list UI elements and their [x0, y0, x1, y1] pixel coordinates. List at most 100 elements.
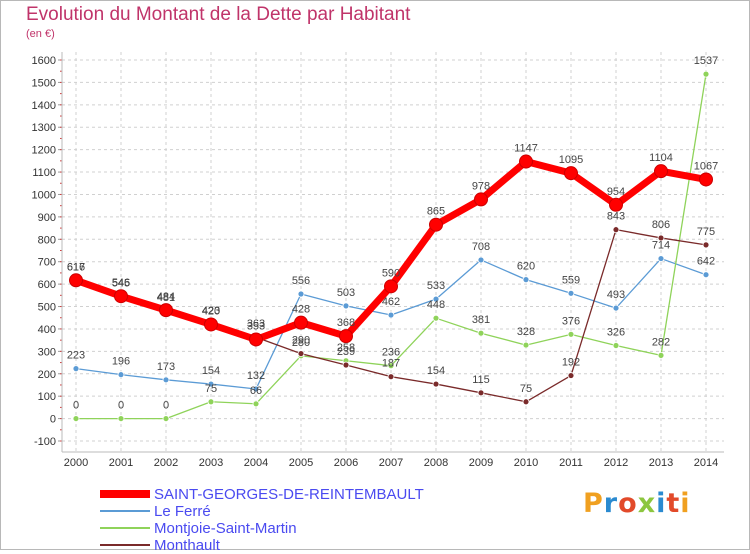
y-tick-label: -100: [34, 436, 56, 448]
data-label-2: 282: [652, 336, 670, 348]
logo-letter: x: [637, 488, 657, 519]
chart-axes: -100010020030040050060070080090010001100…: [32, 52, 724, 469]
data-point-0: [249, 332, 263, 347]
data-label-2: 328: [517, 326, 535, 338]
data-point-2: [612, 342, 620, 349]
data-point-3: [477, 389, 485, 397]
x-tick-label: 2002: [154, 457, 178, 469]
data-label-1: 173: [157, 361, 175, 373]
data-point-1: [387, 311, 395, 319]
data-label-1: 714: [652, 240, 670, 252]
data-point-1: [252, 385, 260, 393]
x-tick-label: 2004: [244, 457, 268, 469]
chart-series: [69, 70, 713, 422]
data-label-1: 223: [67, 350, 85, 362]
y-tick-label: 0: [50, 414, 56, 426]
x-tick-label: 2000: [64, 457, 88, 469]
legend-label: Le Ferré: [154, 503, 211, 520]
data-point-0: [429, 217, 443, 232]
data-label-3: 290: [292, 335, 310, 347]
data-point-0: [114, 289, 128, 304]
data-point-0: [654, 164, 668, 179]
data-label-3: 187: [382, 358, 400, 370]
x-tick-label: 2013: [649, 457, 673, 469]
x-tick-label: 2003: [199, 457, 223, 469]
y-tick-label: 300: [38, 346, 56, 358]
chart-grid: [62, 52, 724, 452]
data-label-1: 559: [562, 274, 580, 286]
y-tick-label: 800: [38, 234, 56, 246]
data-label-3: 192: [562, 357, 580, 369]
data-point-0: [339, 329, 353, 344]
data-label-3: 75: [520, 383, 532, 395]
data-label-3: 239: [337, 346, 355, 358]
data-label-1: 533: [427, 280, 445, 292]
data-label-0: 590: [382, 267, 400, 279]
data-label-0: 1095: [559, 154, 583, 166]
proxiti-logo: Proxiti: [583, 488, 691, 519]
data-point-1: [522, 276, 530, 284]
data-point-0: [159, 303, 173, 318]
legend-label: Montjoie-Saint-Martin: [154, 520, 297, 537]
data-point-0: [204, 317, 218, 332]
y-tick-label: 400: [38, 324, 56, 336]
data-point-3: [612, 226, 620, 234]
data-point-0: [564, 166, 578, 181]
data-label-3: 423: [202, 305, 220, 317]
logo-letter: i: [656, 488, 667, 519]
data-point-1: [342, 302, 350, 310]
data-point-3: [297, 350, 305, 357]
data-label-1: 642: [697, 256, 715, 268]
data-label-1: 196: [112, 356, 130, 368]
data-label-2: 0: [118, 400, 124, 412]
data-point-0: [384, 279, 398, 294]
y-tick-label: 1300: [32, 122, 56, 134]
data-point-0: [69, 273, 83, 288]
logo-letter: P: [583, 488, 604, 519]
x-tick-label: 2006: [334, 457, 358, 469]
y-tick-label: 200: [38, 369, 56, 381]
data-label-3: 363: [247, 318, 265, 330]
y-tick-label: 1200: [32, 145, 56, 157]
data-label-0: 484: [157, 291, 175, 303]
x-tick-label: 2014: [694, 457, 718, 469]
x-tick-label: 2007: [379, 457, 403, 469]
data-point-1: [432, 295, 440, 303]
y-tick-label: 900: [38, 212, 56, 224]
data-point-3: [702, 241, 710, 249]
data-point-1: [702, 271, 710, 279]
data-label-2: 66: [250, 385, 262, 397]
data-point-2: [432, 314, 440, 322]
data-point-3: [657, 234, 665, 242]
data-point-3: [387, 373, 395, 381]
y-tick-label: 100: [38, 391, 56, 403]
legend-swatch: [100, 527, 150, 529]
data-label-0: 1147: [514, 143, 538, 155]
x-tick-label: 2012: [604, 457, 628, 469]
data-label-1: 132: [247, 370, 265, 382]
y-tick-label: 1100: [32, 167, 56, 179]
data-label-2: 326: [607, 327, 625, 339]
data-label-2: 448: [427, 299, 445, 311]
data-label-2: 236: [382, 347, 400, 359]
data-point-2: [387, 362, 395, 370]
data-label-2: 258: [337, 342, 355, 354]
legend-swatch: [100, 510, 150, 512]
data-point-1: [567, 289, 575, 297]
data-label-0: 1067: [694, 160, 718, 172]
legend-label: Monthault: [154, 537, 220, 554]
data-point-1: [657, 255, 665, 262]
data-point-1: [612, 304, 620, 312]
data-point-3: [432, 380, 440, 388]
data-label-3: 775: [697, 226, 715, 238]
data-point-2: [522, 341, 530, 349]
y-tick-label: 1500: [32, 77, 56, 89]
data-point-0: [294, 315, 308, 330]
x-tick-label: 2008: [424, 457, 448, 469]
data-label-2: 1537: [694, 55, 718, 67]
data-label-1: 462: [382, 296, 400, 308]
data-label-2: 376: [562, 315, 580, 327]
data-label-3: 806: [652, 219, 670, 231]
data-point-3: [342, 361, 350, 369]
